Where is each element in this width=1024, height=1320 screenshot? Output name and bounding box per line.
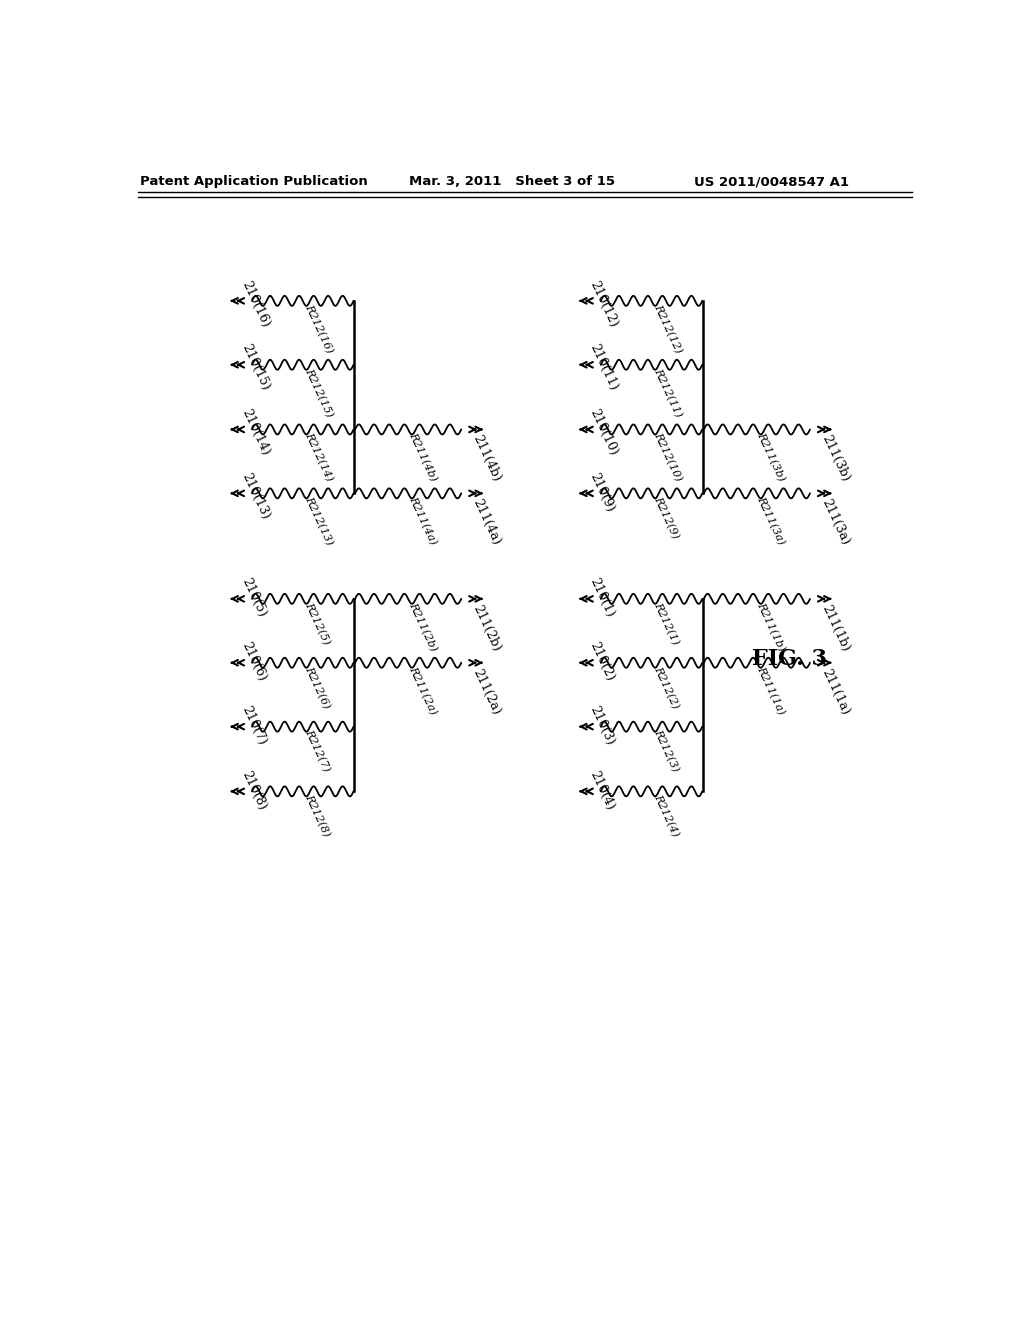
Text: 211(2b): 211(2b) [470, 603, 503, 653]
Text: 211(2a): 211(2a) [470, 667, 503, 717]
Text: R212(8): R212(8) [303, 793, 332, 838]
Text: R211(4a): R211(4a) [407, 495, 438, 546]
Text: 211(4b): 211(4b) [470, 433, 503, 484]
Text: 211(3a): 211(3a) [819, 498, 852, 548]
Text: 210(12): 210(12) [588, 279, 621, 329]
Text: R212(11): R212(11) [651, 367, 683, 418]
Text: R211(3a): R211(3a) [756, 495, 786, 546]
Text: R212(7): R212(7) [303, 729, 332, 774]
Text: US 2011/0048547 A1: US 2011/0048547 A1 [693, 176, 849, 189]
Text: 210(15): 210(15) [239, 342, 271, 393]
Text: R211(1b): R211(1b) [756, 601, 787, 652]
Text: 210(10): 210(10) [588, 407, 621, 458]
Text: R212(5): R212(5) [303, 601, 332, 645]
Text: R211(3b): R211(3b) [756, 432, 787, 483]
Text: 210(13): 210(13) [239, 471, 271, 521]
Text: 210(9): 210(9) [588, 471, 616, 513]
Text: R212(12): R212(12) [651, 302, 683, 355]
Text: R212(1): R212(1) [651, 601, 680, 645]
Text: FIG. 3: FIG. 3 [752, 648, 826, 671]
Text: 211(3b): 211(3b) [819, 433, 852, 484]
Text: R212(10): R212(10) [651, 432, 683, 483]
Text: R211(1a): R211(1a) [756, 664, 786, 715]
Text: R212(14): R212(14) [303, 432, 335, 483]
Text: 210(14): 210(14) [239, 407, 271, 458]
Text: R212(3): R212(3) [651, 729, 680, 774]
Text: R212(9): R212(9) [651, 495, 680, 541]
Text: R211(2b): R211(2b) [407, 601, 438, 652]
Text: R212(16): R212(16) [303, 302, 335, 355]
Text: Mar. 3, 2011   Sheet 3 of 15: Mar. 3, 2011 Sheet 3 of 15 [409, 176, 614, 189]
Text: 210(11): 210(11) [588, 342, 621, 393]
Text: Patent Application Publication: Patent Application Publication [139, 176, 368, 189]
Text: 211(1a): 211(1a) [819, 667, 852, 717]
Text: 210(8): 210(8) [239, 770, 268, 812]
Text: 210(1): 210(1) [588, 577, 617, 619]
Text: R212(6): R212(6) [303, 664, 332, 710]
Text: R212(4): R212(4) [651, 793, 680, 838]
Text: R212(15): R212(15) [303, 367, 335, 418]
Text: R211(4b): R211(4b) [407, 432, 438, 483]
Text: 210(3): 210(3) [588, 705, 617, 747]
Text: R212(2): R212(2) [651, 664, 680, 710]
Text: 210(4): 210(4) [588, 770, 617, 812]
Text: R212(13): R212(13) [303, 495, 335, 546]
Text: 211(1b): 211(1b) [819, 603, 852, 653]
Text: 210(2): 210(2) [588, 640, 616, 684]
Text: 210(5): 210(5) [239, 577, 268, 619]
Text: R211(2a): R211(2a) [407, 664, 438, 715]
Text: 210(7): 210(7) [239, 705, 268, 747]
Text: 211(4a): 211(4a) [470, 498, 503, 548]
Text: 210(6): 210(6) [239, 640, 268, 684]
Text: 210(16): 210(16) [239, 279, 271, 329]
